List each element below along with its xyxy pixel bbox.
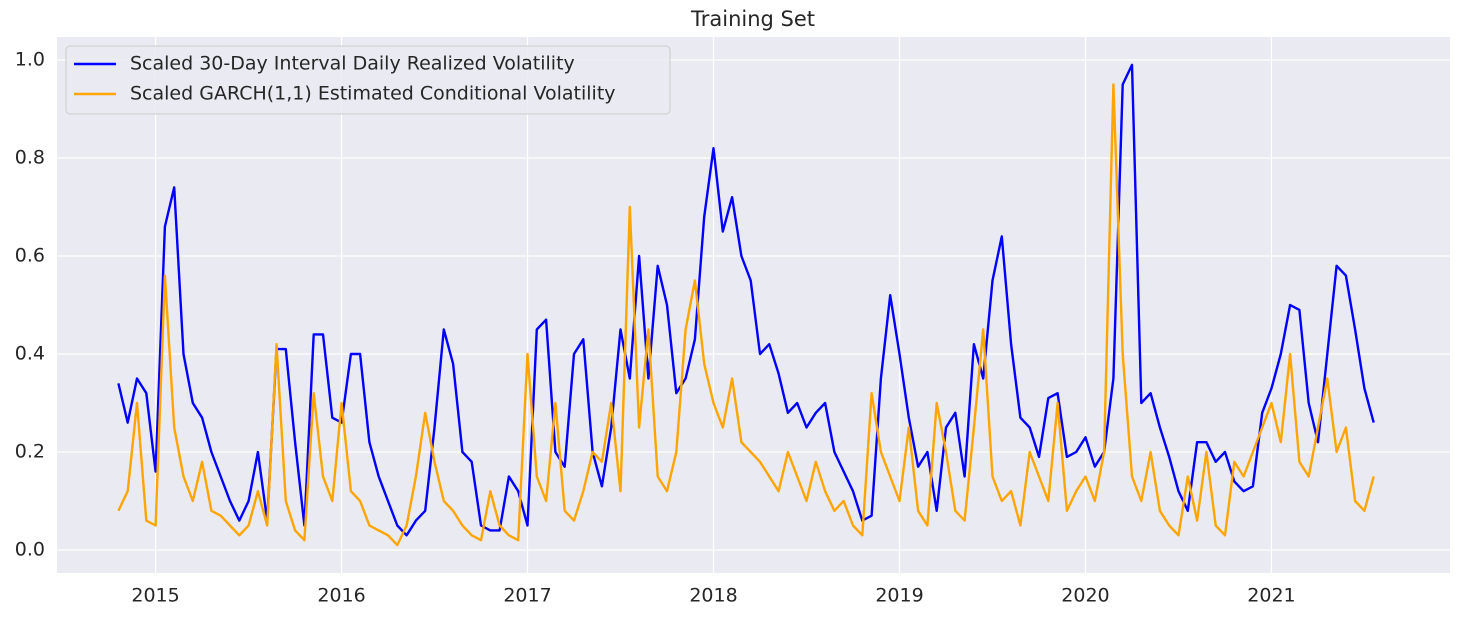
x-tick-label: 2020 <box>1061 585 1109 607</box>
y-tick-label: 0.4 <box>15 342 45 364</box>
x-tick-label: 2016 <box>317 585 365 607</box>
y-tick-label: 1.0 <box>15 49 45 71</box>
chart-title: Training Set <box>690 7 815 31</box>
x-tick-label: 2018 <box>689 585 737 607</box>
x-tick-label: 2015 <box>131 585 179 607</box>
legend-label: Scaled GARCH(1,1) Estimated Conditional … <box>130 83 616 105</box>
y-tick-label: 0.8 <box>15 147 45 169</box>
x-tick-label: 2021 <box>1247 585 1295 607</box>
y-tick-label: 0.0 <box>15 538 45 560</box>
series-line <box>117 83 1375 547</box>
x-tick-label: 2017 <box>503 585 551 607</box>
series-line <box>117 63 1375 537</box>
legend-label: Scaled 30-Day Interval Daily Realized Vo… <box>130 53 575 75</box>
y-tick-label: 0.2 <box>15 440 45 462</box>
y-tick-label: 0.6 <box>15 245 45 267</box>
x-tick-label: 2019 <box>875 585 923 607</box>
legend-box <box>65 45 671 115</box>
